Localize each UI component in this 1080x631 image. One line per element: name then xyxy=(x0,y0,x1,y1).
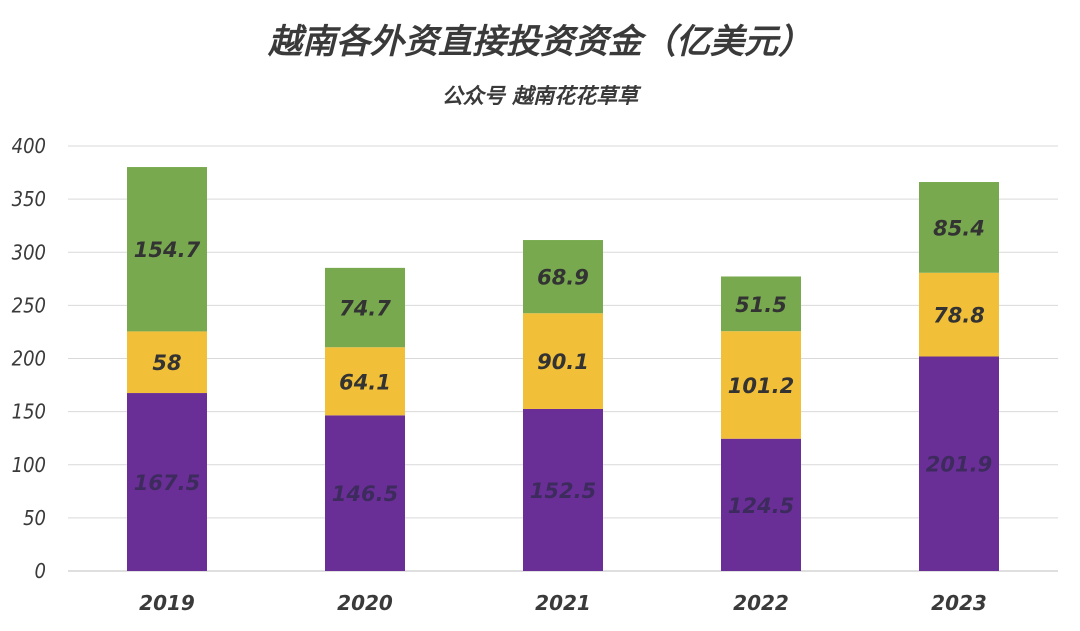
y-tick-label: 400 xyxy=(12,134,46,158)
data-label: 90.1 xyxy=(537,350,589,374)
data-label: 146.5 xyxy=(332,482,398,506)
x-axis: 2019 2020 2021 2022 2023 xyxy=(139,591,987,615)
data-label: 74.7 xyxy=(339,297,391,321)
y-tick-label: 250 xyxy=(12,293,46,317)
data-label: 167.5 xyxy=(134,471,200,495)
data-label: 78.8 xyxy=(933,304,985,328)
x-tick-label: 2021 xyxy=(535,591,591,615)
bar-segment-middle-2022 xyxy=(721,331,801,439)
y-tick-label: 50 xyxy=(23,506,46,530)
data-label: 85.4 xyxy=(933,216,985,240)
bar-segment-top-2021 xyxy=(523,240,603,314)
data-label: 154.7 xyxy=(134,238,201,262)
bar-segment-bottom-2021 xyxy=(523,408,603,571)
data-label: 51.5 xyxy=(735,293,787,317)
bar-segment-top-2020 xyxy=(325,267,405,348)
data-label: 124.5 xyxy=(728,494,794,518)
y-tick-label: 0 xyxy=(35,559,46,583)
chart-subtitle: 公众号 越南花花草草 xyxy=(441,84,639,108)
bar-segment-bottom-2022 xyxy=(721,438,801,571)
chart-title: 越南各外资直接投资资金（亿美元） xyxy=(268,22,812,62)
x-tick-label: 2023 xyxy=(931,591,987,615)
y-tick-label: 350 xyxy=(12,187,46,211)
data-label: 64.1 xyxy=(339,370,391,394)
bar-segment-bottom-2023 xyxy=(919,356,999,571)
x-tick-label: 2022 xyxy=(733,591,789,615)
y-tick-label: 150 xyxy=(12,400,46,424)
bar-segment-middle-2023 xyxy=(919,272,999,357)
data-label: 201.9 xyxy=(926,453,992,477)
data-label: 68.9 xyxy=(537,266,589,290)
bar-segment-bottom-2020 xyxy=(325,415,405,571)
bar-segment-middle-2020 xyxy=(325,347,405,416)
data-label: 101.2 xyxy=(728,374,794,398)
bar-segment-bottom-2019 xyxy=(127,393,207,571)
bars: 167.5 58 154.7 146.5 64.1 74.7 152.5 90.1 68.9 12… xyxy=(127,167,999,571)
y-tick-label: 300 xyxy=(12,240,46,264)
x-tick-label: 2019 xyxy=(139,591,195,615)
y-tick-label: 200 xyxy=(12,347,46,371)
bar-segment-top-2022 xyxy=(721,276,801,332)
bar-segment-top-2023 xyxy=(919,182,999,273)
bar-segment-top-2019 xyxy=(127,167,207,332)
bar-segment-middle-2021 xyxy=(523,313,603,409)
data-label: 152.5 xyxy=(530,479,596,503)
x-tick-label: 2020 xyxy=(337,591,393,615)
y-axis: 0 50 100 150 200 250 300 350 400 xyxy=(12,134,46,583)
bar-segment-middle-2019 xyxy=(127,331,207,394)
y-tick-label: 100 xyxy=(12,453,46,477)
data-label: 58 xyxy=(152,351,181,375)
